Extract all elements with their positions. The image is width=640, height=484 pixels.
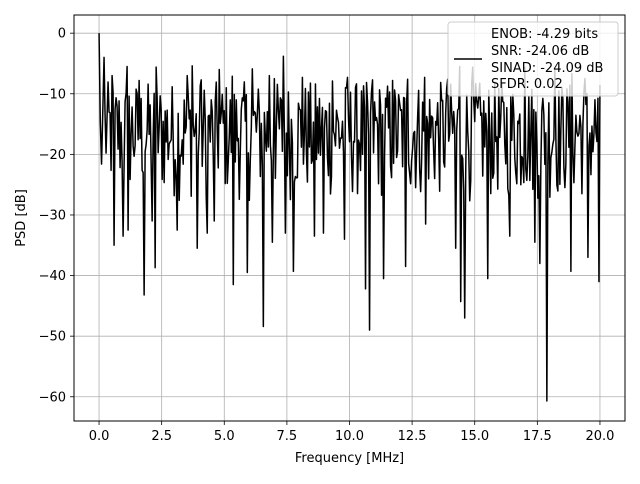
legend-sinad: SINAD: -24.09 dB [491,61,603,76]
x-tick-label: 15.0 [460,429,489,444]
plot-area [98,33,601,402]
x-tick-label: 5.0 [214,429,235,444]
x-tick-label: 7.5 [277,429,298,444]
y-tick-label: −20 [39,148,66,163]
y-tick-label: −50 [39,330,66,345]
legend-enob: ENOB: -4.29 bits [491,27,598,42]
y-tick-label: −10 [39,87,66,102]
y-tick-label: 0 [58,27,66,42]
x-tick-label: 20.0 [585,429,614,444]
x-axis-ticks: 0.0 2.5 5.0 7.5 10.0 12.5 15.0 17.5 20.0 [89,421,614,444]
x-tick-label: 0.0 [89,429,110,444]
legend-sfdr: SFDR: 0.02 [491,77,563,92]
psd-series-line [98,33,601,402]
x-tick-label: 2.5 [151,429,172,444]
x-tick-label: 12.5 [398,429,427,444]
y-axis-label: PSD [dB] [14,189,29,247]
y-tick-label: −40 [39,269,66,284]
legend-box [447,21,619,97]
axes-frame [73,14,626,422]
legend-snr: SNR: -24.06 dB [491,44,589,59]
y-tick-label: −60 [39,390,66,405]
y-tick-label: −30 [39,208,66,223]
x-tick-label: 17.5 [523,429,552,444]
x-tick-label: 10.0 [335,429,364,444]
y-axis-ticks: 0 −10 −20 −30 −40 −50 −60 [39,27,74,405]
legend: ENOB: -4.29 bits SNR: -24.06 dB SINAD: -… [447,21,619,97]
x-axis-label: Frequency [MHz] [295,451,404,466]
